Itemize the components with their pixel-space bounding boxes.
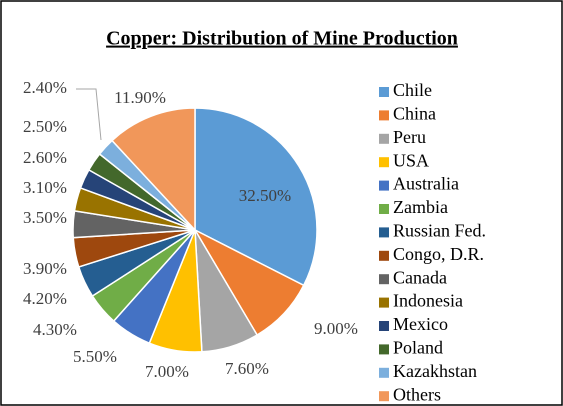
data-label: 3.10% (23, 178, 67, 197)
legend-label: Canada (393, 267, 447, 287)
legend-swatch (379, 180, 389, 191)
legend-label: USA (393, 150, 429, 170)
data-label: 2.60% (23, 148, 67, 167)
legend-swatch (379, 391, 389, 402)
legend-swatch (379, 157, 389, 168)
legend-label: China (393, 104, 436, 124)
pie-slice (194, 107, 318, 287)
data-label: 32.50% (239, 186, 291, 205)
legend-swatch (379, 321, 389, 331)
chart-title: Copper: Distribution of Mine Production (106, 28, 458, 50)
legend-label: Kazakhstan (393, 361, 477, 381)
data-label: 2.40% (23, 78, 67, 97)
legend-label: Peru (393, 127, 426, 147)
data-label: 11.90% (114, 88, 166, 107)
legend-label: Poland (393, 338, 443, 358)
legend-swatch (379, 344, 389, 355)
data-label: 3.50% (23, 208, 67, 227)
legend-swatch (379, 204, 389, 214)
legend-swatch (379, 297, 389, 308)
legend-label: Australia (393, 174, 459, 194)
legend-swatch (379, 274, 389, 285)
data-label: 4.30% (33, 320, 77, 339)
legend-label: Russian Fed. (393, 221, 486, 241)
legend-label: Indonesia (393, 291, 463, 311)
legend-swatch (379, 133, 389, 144)
data-label: 5.50% (73, 347, 117, 366)
legend-label: Zambia (393, 197, 448, 217)
data-label: 9.00% (314, 319, 358, 338)
legend-label: Mexico (393, 314, 448, 334)
legend-label: Congo, D.R. (393, 244, 484, 264)
legend-label: Chile (393, 80, 432, 100)
leader-line (76, 88, 102, 141)
legend-swatch (379, 110, 389, 121)
legend-swatch (379, 87, 389, 97)
data-label: 4.20% (23, 289, 67, 308)
pie-slice (110, 107, 196, 232)
legend-swatch (379, 227, 389, 238)
data-label: 2.50% (23, 117, 67, 136)
legend-swatch (379, 250, 389, 261)
data-label: 7.60% (225, 359, 269, 378)
legend-swatch (379, 367, 389, 378)
data-label: 3.90% (23, 259, 67, 278)
data-label: 7.00% (145, 362, 189, 381)
legend-label: Others (393, 384, 441, 404)
